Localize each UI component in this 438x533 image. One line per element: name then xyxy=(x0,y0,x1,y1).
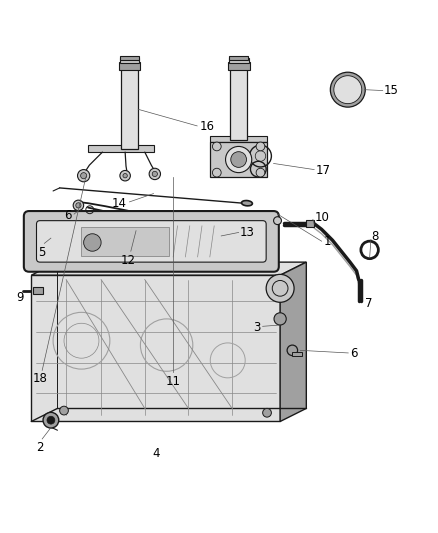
Circle shape xyxy=(84,234,101,251)
Circle shape xyxy=(212,168,221,177)
Circle shape xyxy=(330,72,365,107)
Bar xyxy=(228,62,250,70)
Circle shape xyxy=(231,152,247,167)
Bar xyxy=(229,58,249,63)
Text: 4: 4 xyxy=(152,447,159,460)
Text: 7: 7 xyxy=(365,297,373,310)
Text: 18: 18 xyxy=(32,372,47,385)
Text: 3: 3 xyxy=(253,321,261,334)
Circle shape xyxy=(76,203,81,208)
Circle shape xyxy=(132,222,141,231)
Text: 12: 12 xyxy=(121,254,136,267)
Circle shape xyxy=(152,171,157,176)
Bar xyxy=(33,287,43,294)
Polygon shape xyxy=(121,59,138,149)
FancyBboxPatch shape xyxy=(36,221,266,262)
Circle shape xyxy=(78,169,90,182)
Circle shape xyxy=(266,274,294,302)
Text: 5: 5 xyxy=(39,246,46,259)
Circle shape xyxy=(256,142,265,151)
Ellipse shape xyxy=(241,200,252,206)
Polygon shape xyxy=(88,145,153,152)
Circle shape xyxy=(217,227,226,236)
Text: 2: 2 xyxy=(36,441,44,454)
Text: 16: 16 xyxy=(199,120,214,133)
Polygon shape xyxy=(31,275,280,422)
Text: 8: 8 xyxy=(371,230,378,243)
Text: 9: 9 xyxy=(16,290,23,304)
Circle shape xyxy=(134,224,138,229)
Bar xyxy=(210,142,267,177)
FancyBboxPatch shape xyxy=(24,211,279,272)
Text: 13: 13 xyxy=(240,226,255,239)
Circle shape xyxy=(149,168,160,180)
Bar xyxy=(120,56,139,60)
Text: 1: 1 xyxy=(324,235,331,248)
Text: 15: 15 xyxy=(384,85,399,98)
Text: 14: 14 xyxy=(111,197,127,209)
Circle shape xyxy=(287,345,297,356)
Circle shape xyxy=(43,413,59,428)
Bar xyxy=(120,62,140,70)
Bar xyxy=(81,227,169,256)
Circle shape xyxy=(81,173,87,179)
Polygon shape xyxy=(31,262,306,275)
Circle shape xyxy=(274,217,282,224)
Circle shape xyxy=(263,408,272,417)
Text: 6: 6 xyxy=(350,348,357,360)
Circle shape xyxy=(226,147,252,173)
Circle shape xyxy=(47,416,55,424)
Polygon shape xyxy=(210,136,267,142)
Circle shape xyxy=(60,406,68,415)
Circle shape xyxy=(274,313,286,325)
Bar xyxy=(292,352,302,356)
Polygon shape xyxy=(230,61,247,140)
Circle shape xyxy=(73,200,84,211)
Text: 11: 11 xyxy=(166,375,180,388)
Circle shape xyxy=(256,168,265,177)
Bar xyxy=(306,220,314,227)
Text: 6: 6 xyxy=(64,209,71,222)
Bar xyxy=(120,58,139,63)
Circle shape xyxy=(120,171,131,181)
Text: 10: 10 xyxy=(314,211,329,224)
Circle shape xyxy=(219,229,223,234)
Bar xyxy=(229,56,248,60)
Circle shape xyxy=(212,142,221,151)
Circle shape xyxy=(334,76,362,103)
Text: 17: 17 xyxy=(316,164,331,177)
Circle shape xyxy=(123,174,127,178)
Polygon shape xyxy=(280,262,306,422)
